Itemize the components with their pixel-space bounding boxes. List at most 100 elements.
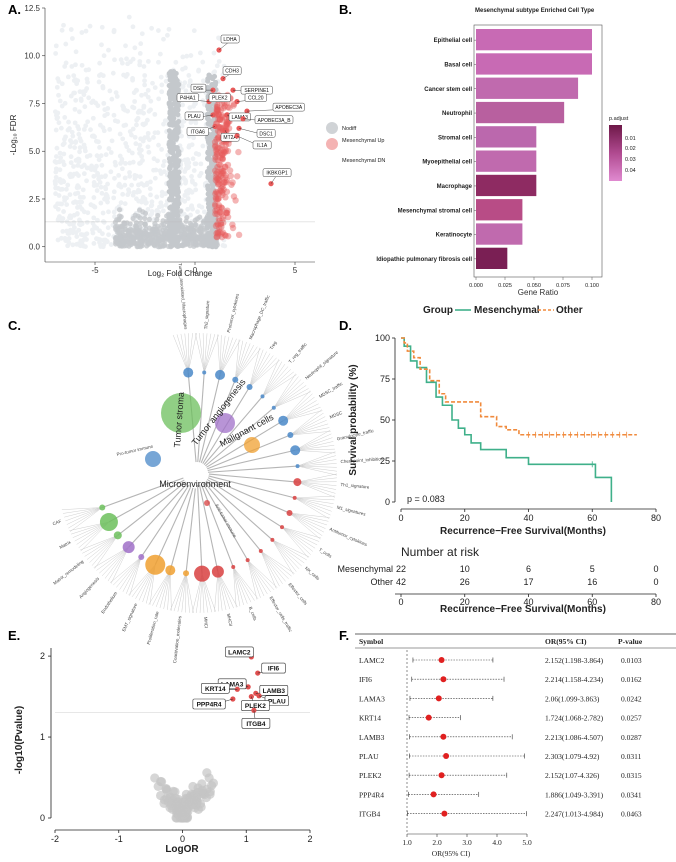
nodiff-point [148,98,154,104]
nodiff-point [156,28,161,33]
up-point [212,147,220,154]
nodiff-point [113,239,119,245]
nodiff-point [67,126,72,131]
nodiff-point [74,234,80,239]
e-point [202,768,212,778]
nodiff-point [54,154,59,159]
e-gene-point [245,684,251,690]
up-point [216,145,224,152]
nodiff-point [137,51,143,56]
tree-tip [176,334,189,373]
e-point [159,795,170,805]
tree-tip [262,361,283,397]
up-point [215,176,222,183]
up-point [214,196,221,203]
nodiff-point [67,144,73,149]
tree-branch [207,465,298,473]
tree-tip [217,571,234,609]
legend-nodiff: Nodiff [342,126,357,132]
nodiff-point [84,178,89,184]
tree-branch [208,475,295,499]
tree-tip [219,339,241,375]
nodiff-point [217,150,223,156]
tree-tip [297,465,338,472]
nodiff-point [205,76,211,82]
nodiff-point [61,140,67,146]
nodiff-point [189,203,195,209]
nodiff-point [142,73,148,78]
nodiff-point [77,145,83,151]
tree-tip [203,333,212,373]
tree-tip [297,465,338,476]
tree-tip [233,566,252,603]
nodiff-point [79,199,84,205]
nodiff-point [149,25,154,31]
nodiff-point [61,195,67,201]
nodiff-point [204,169,211,175]
tree-tip [260,550,289,580]
b-xtick-label: 0.050 [527,283,541,289]
nodiff-point [92,165,98,171]
tree-branch [207,449,296,472]
tree-node [113,531,122,540]
nodiff-point [196,152,202,157]
nodiff-point [87,153,93,158]
nodiff-point [200,243,206,249]
up-point [214,107,221,114]
nodiff-point [116,230,122,236]
nodiff-point [97,144,102,150]
tree-leaf-label: Tumor_associated_Macrophages [178,263,189,331]
up-point [214,168,221,176]
nodiff-point [191,135,197,141]
tree-tip [272,539,300,570]
legend-tick-3: 0.03 [625,157,636,163]
tree-tip [260,550,283,584]
gene-label: APOBEC3A [275,105,303,111]
up-point [219,117,226,124]
nodiff-point [133,229,139,235]
tree-tip [273,373,296,408]
nodiff-point [65,243,71,249]
tree-tip [247,559,275,591]
forest-ci-text: 2.247(1.013-4.984) [545,810,604,819]
gene-label: APOBEC3A_B [257,118,291,124]
up-point [214,127,222,135]
nodiff-point [130,56,136,62]
nodiff-point [107,88,113,94]
nodiff-point [53,191,58,197]
nodiff-point [182,224,189,230]
nodiff-point [74,200,80,205]
b-xtick-label: 0.075 [556,283,570,289]
e-point [205,789,215,799]
forest-xtick-label: 2.0 [432,838,442,847]
nodiff-point [68,27,74,32]
tree-tip [247,560,268,595]
panel-e-axes: 0 1 2 -2 -1 0 1 2 [40,648,313,844]
nodiff-point [174,122,180,128]
nodiff-point [176,158,182,164]
nodiff-point [152,85,158,91]
tree-tip [289,512,328,526]
nodiff-point [182,80,188,86]
e-gene-label: PLAU [268,698,286,705]
e-point [150,773,160,783]
tree-tip [235,339,240,380]
tree-leaf-label: NK_cells [304,566,321,582]
tree-leaf-label: Coactivation_molecules [172,615,182,664]
nodiff-point [112,175,117,181]
risk-title: Number at risk [401,545,480,559]
tree-tip [163,570,171,610]
tree-tip [247,559,271,593]
tree-node [202,370,207,375]
nodiff-point [171,231,177,237]
gene-label-box [186,127,209,136]
tree-tip [217,571,238,608]
nodiff-point [168,87,174,93]
forest-or-point [440,676,447,683]
tree-tip [126,556,142,594]
nodiff-point [119,224,125,230]
tree-tip [170,570,172,611]
gene-label: PLAU [188,114,201,120]
nodiff-point [196,203,202,209]
tree-tip [247,560,258,600]
